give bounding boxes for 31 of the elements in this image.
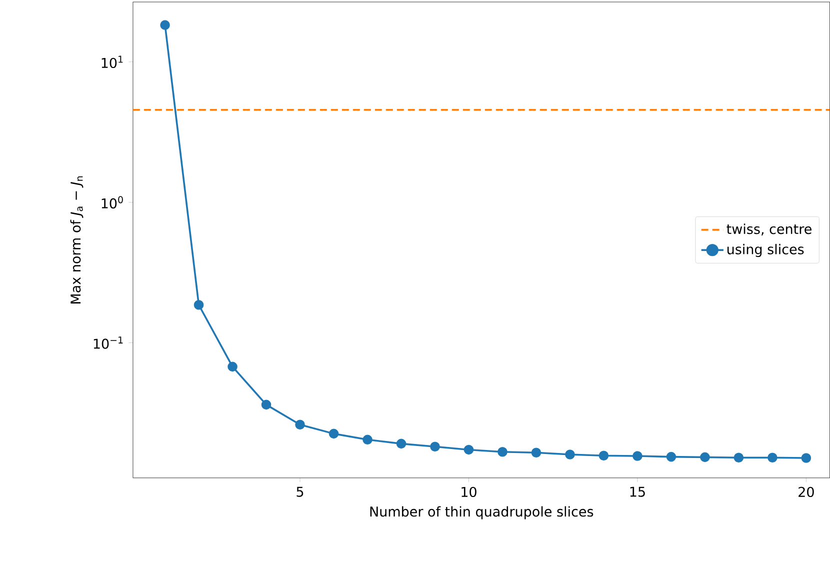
x-tick-label: 20 bbox=[798, 486, 814, 498]
legend-label: using slices bbox=[727, 244, 804, 258]
point bbox=[700, 452, 710, 462]
point bbox=[464, 444, 474, 455]
point bbox=[328, 428, 339, 439]
point bbox=[565, 450, 575, 460]
x-axis-title: Number of thin quadrupole slices bbox=[370, 506, 594, 520]
point bbox=[768, 452, 778, 463]
point bbox=[194, 300, 204, 310]
point bbox=[396, 438, 406, 449]
y-axis-title: Max norm ofJ$_{a}$ − J$_{n}$ bbox=[70, 176, 84, 304]
point bbox=[801, 453, 812, 463]
point bbox=[598, 450, 609, 461]
y-tick-label: 10$^{0}$ bbox=[102, 196, 123, 209]
point bbox=[295, 420, 305, 430]
point bbox=[228, 362, 238, 372]
point bbox=[498, 447, 508, 457]
point bbox=[430, 442, 440, 452]
y-tick-label: 10$^{−1}$ bbox=[94, 336, 123, 349]
point bbox=[362, 434, 372, 445]
point bbox=[632, 451, 642, 461]
point bbox=[160, 20, 170, 30]
x-tick-label: 5 bbox=[296, 486, 304, 497]
x-tick-label: 10 bbox=[462, 486, 476, 498]
y-tick-label: 10$^{1}$ bbox=[102, 56, 123, 68]
x-tick-label: 15 bbox=[630, 486, 645, 497]
point bbox=[734, 452, 744, 463]
legend-label: twiss, centre bbox=[726, 224, 812, 236]
point bbox=[531, 448, 542, 458]
point bbox=[261, 400, 272, 410]
point bbox=[666, 452, 676, 462]
